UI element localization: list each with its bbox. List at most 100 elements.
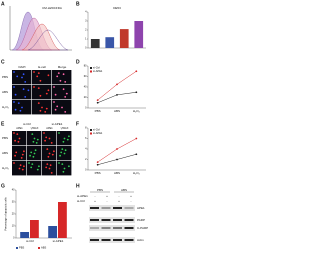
column-label: APE1	[16, 127, 23, 130]
cell-spot	[53, 101, 55, 103]
cell-spot	[14, 108, 17, 111]
row-label: PBS	[2, 75, 8, 79]
cell-spot	[61, 163, 64, 166]
condition-label: PBS	[97, 188, 103, 192]
x-tick-label: PBS	[95, 109, 101, 113]
x-tick-label: H₂O₂	[133, 171, 141, 175]
y-tick-label: 0	[13, 237, 15, 240]
cell-spot	[47, 155, 50, 158]
cell-spot	[24, 96, 27, 98]
line	[97, 71, 137, 101]
x-tick-label: PBS	[95, 171, 101, 175]
cell-spot	[54, 93, 57, 96]
cell-spot	[33, 71, 35, 73]
y-tick-label: 10	[12, 225, 15, 228]
cell-spot	[48, 137, 51, 140]
cell-spot	[38, 165, 40, 168]
cell-spot	[63, 167, 66, 170]
panel-letter: B	[76, 1, 80, 7]
cell-spot	[47, 74, 50, 77]
blot-band	[113, 239, 122, 241]
y-tick-label: 3	[85, 20, 87, 23]
cell-spot	[14, 139, 16, 142]
y-tick-label: 1	[85, 38, 87, 41]
blot-band	[101, 207, 111, 209]
cell-spot	[64, 81, 67, 83]
point	[116, 93, 118, 96]
cell-spot	[65, 92, 68, 95]
cell-spot	[39, 79, 42, 82]
cell-spot	[14, 154, 16, 157]
histogram-curve	[21, 23, 61, 51]
bar	[48, 226, 58, 238]
panel-letter: C	[1, 59, 5, 65]
cell-spot	[60, 151, 63, 154]
panel-letter: D	[76, 59, 80, 65]
micrograph	[32, 85, 52, 100]
micrograph	[32, 70, 52, 85]
row-label: H₂O₂	[2, 105, 10, 109]
cell-spot	[13, 132, 15, 134]
legend-swatch	[16, 247, 18, 249]
point	[116, 83, 118, 86]
cell-spot	[21, 168, 24, 171]
bar	[134, 21, 144, 48]
bar	[90, 39, 100, 48]
legend-label: si-Ctrl	[93, 66, 100, 70]
panel-a-plot	[9, 6, 72, 51]
y-tick-label: 40	[84, 86, 87, 89]
cell-spot	[64, 149, 67, 152]
cell-spot	[62, 88, 65, 91]
cell-spot	[45, 166, 48, 169]
blot-band	[90, 227, 99, 229]
cell-spot	[13, 162, 15, 164]
cell-spot	[16, 133, 19, 136]
cell-spot	[39, 109, 42, 112]
cell-spot	[13, 101, 15, 103]
condition-label: ABS	[121, 188, 127, 192]
bar	[119, 29, 129, 48]
cell-spot	[49, 164, 52, 167]
sign: -	[95, 194, 96, 198]
blot-band	[124, 227, 134, 229]
cell-spot	[46, 148, 49, 151]
x-tick-label: si-Ctrl	[26, 239, 34, 243]
cell-spot	[29, 154, 31, 157]
cell-spot	[43, 132, 45, 134]
y-tick-label: 6	[85, 137, 87, 140]
legend-label: si-APE1	[93, 69, 103, 73]
cell-spot	[15, 151, 18, 154]
cell-spot	[59, 154, 61, 157]
column-label: APE1	[46, 127, 53, 130]
cell-spot	[68, 135, 70, 138]
y-tick-label: 4	[85, 148, 87, 151]
cell-spot	[17, 140, 20, 143]
cell-spot	[27, 89, 30, 92]
legend-swatch	[90, 67, 92, 69]
y-tick-label: 4	[85, 11, 87, 14]
y-tick-label: 0	[85, 47, 87, 50]
cell-spot	[56, 105, 59, 108]
band-label: PARP	[137, 218, 145, 222]
point	[96, 161, 99, 164]
panel-letter: F	[76, 121, 79, 127]
cell-spot	[14, 93, 17, 96]
y-tick-label: 0	[85, 169, 87, 172]
cell-spot	[35, 142, 38, 144]
group-label: si-Ctrl	[23, 122, 31, 126]
sign: +	[94, 199, 96, 203]
cell-spot	[16, 75, 19, 78]
blot-strip	[89, 237, 135, 243]
sign: -	[119, 194, 120, 198]
figure: CM-H2DCFDA A B C D E F G H DAPI E-cell Merge PBS ABS…	[1, 1, 148, 249]
panel-letter: E	[1, 121, 5, 127]
point	[96, 101, 99, 104]
y-tick-label: 20	[84, 96, 87, 99]
cell-spot	[21, 106, 23, 109]
cell-spot	[28, 162, 30, 164]
cell-spot	[21, 76, 23, 79]
cell-spot	[32, 155, 35, 158]
cell-spot	[22, 88, 25, 91]
group-label: si-APE1	[52, 122, 63, 126]
cell-spot	[66, 138, 69, 141]
